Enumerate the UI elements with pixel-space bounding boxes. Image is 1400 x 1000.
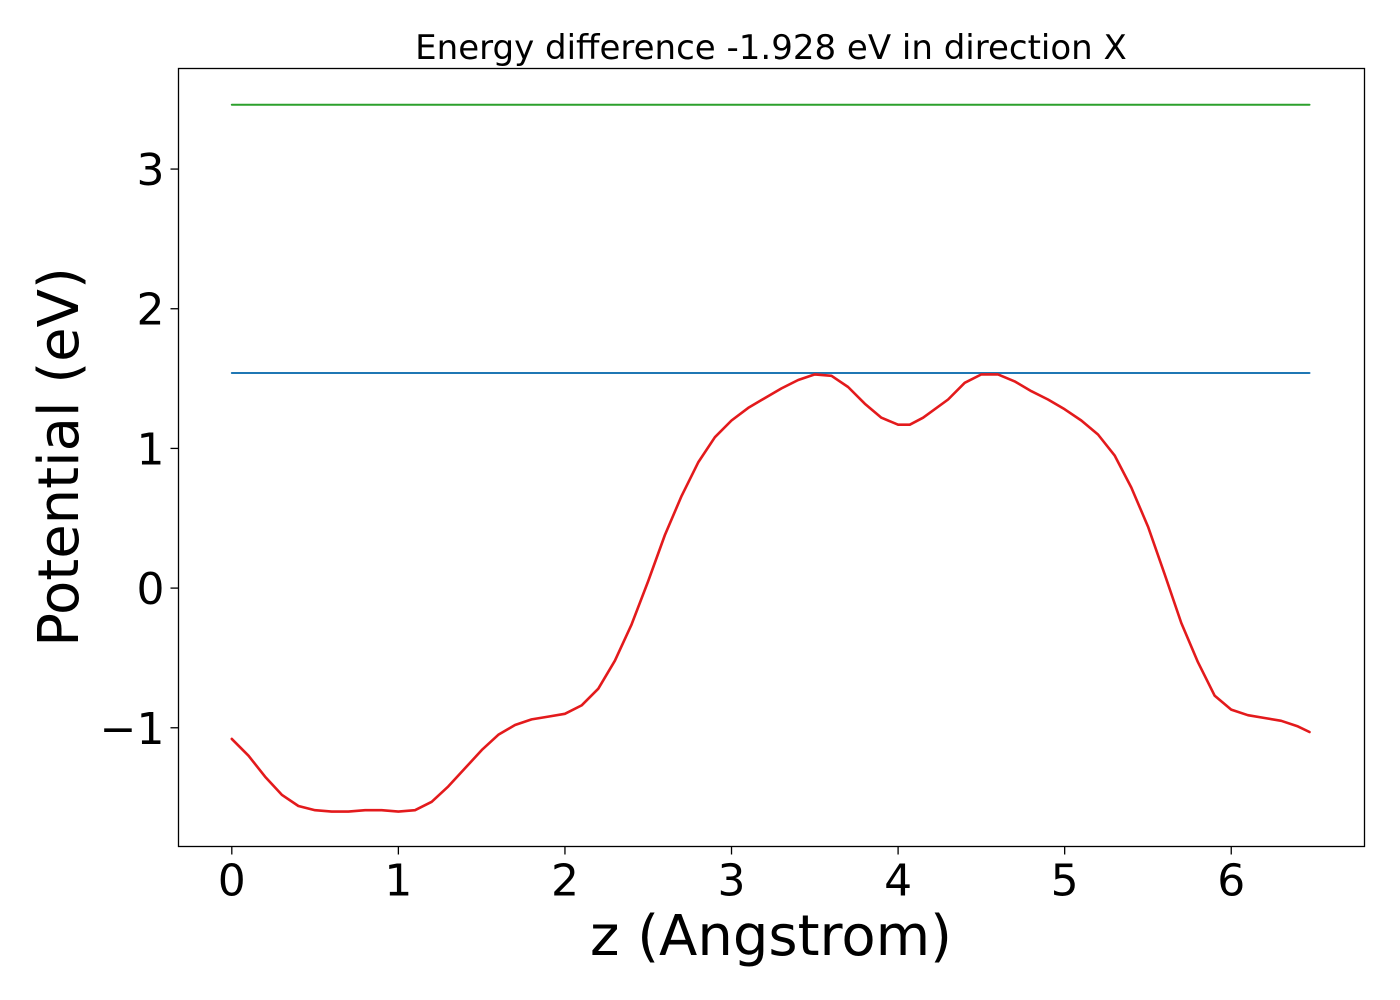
y-axis: −1 0 1 2 3	[100, 145, 179, 755]
x-tick-label: 1	[384, 856, 412, 907]
y-tick-label: 1	[137, 424, 165, 475]
x-tick-label: 4	[884, 856, 912, 907]
y-tick-label: 2	[137, 285, 165, 336]
x-tick-label: 3	[718, 856, 746, 907]
series-line-3	[230, 373, 1311, 813]
y-tick-label: −1	[100, 704, 165, 755]
y-tick-label: 0	[137, 564, 165, 615]
chart-title: Energy difference -1.928 eV in direction…	[415, 28, 1127, 68]
x-axis: 0 1 2 3 4 5 6	[218, 846, 1245, 907]
x-tick-label: 0	[218, 856, 246, 907]
x-tick-label: 6	[1217, 856, 1245, 907]
plot-lines	[230, 103, 1311, 813]
plot-area-frame	[177, 67, 1366, 848]
x-tick-label: 2	[551, 856, 579, 907]
y-axis-label: Potential (eV)	[27, 267, 92, 647]
x-axis-label: z (Angstrom)	[590, 904, 952, 969]
x-tick-label: 5	[1051, 856, 1079, 907]
y-tick-label: 3	[137, 145, 165, 196]
